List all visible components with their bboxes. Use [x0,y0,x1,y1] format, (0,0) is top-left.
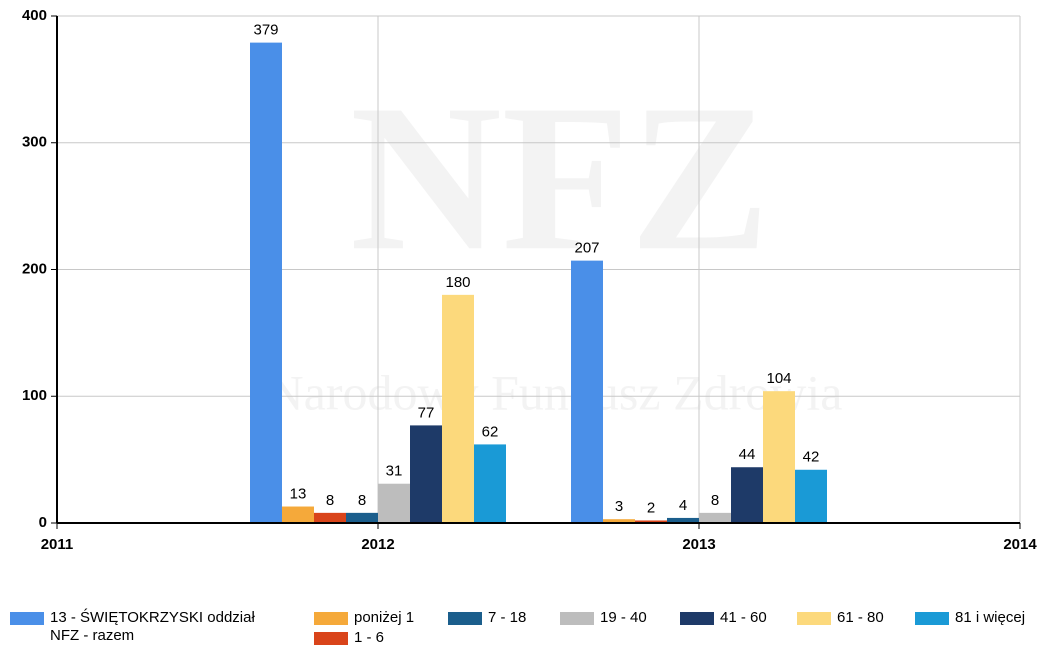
data-label: 2 [647,499,655,516]
bar [667,517,699,523]
x-tick-label: 2011 [41,536,74,553]
bar [442,294,474,523]
data-label: 104 [766,370,791,387]
data-label: 42 [803,449,820,466]
data-label: 13 [290,485,307,502]
data-label: 3 [615,498,623,515]
data-label: 8 [326,492,334,509]
data-label: 8 [711,492,719,509]
y-tick-label: 300 [22,134,47,151]
legend-label: 41 - 60 [720,609,767,626]
data-label: 4 [679,497,687,514]
bar [378,483,410,523]
legend-swatch [314,632,348,645]
bar [635,520,667,523]
y-tick-label: 400 [22,7,47,24]
bar [346,512,378,523]
bar [603,519,635,523]
legend-label: 7 - 18 [488,609,527,626]
watermark-text: Narodowy Fundusz Zdrowia [268,364,843,420]
legend-swatch [314,612,348,625]
legend-label: 19 - 40 [600,609,647,626]
y-tick-label: 0 [39,514,47,531]
watermark-logo: NFZ [350,62,770,294]
legend-label: poniżej 1 [354,609,415,626]
legend-swatch [560,612,594,625]
x-tick-label: 2014 [1003,536,1037,553]
data-label: 8 [358,492,366,509]
legend-swatch [915,612,949,625]
bar [795,469,827,523]
bar [282,506,314,523]
bar [731,467,763,523]
bar [410,425,442,523]
bar [571,260,603,523]
legend-swatch [448,612,482,625]
data-label: 77 [418,404,435,421]
y-tick-label: 100 [22,387,47,404]
bar [763,391,795,523]
legend-swatch [10,612,44,625]
data-label: 31 [386,463,403,480]
data-label: 379 [253,22,278,39]
legend-label: 13 - ŚWIĘTOKRZYSKI oddział NFZ - razem [50,609,255,644]
legend-swatch [680,612,714,625]
legend-label: 61 - 80 [837,609,884,626]
data-label: 180 [445,274,470,291]
y-tick-label: 200 [22,260,47,277]
bar [314,512,346,523]
legend-swatch [797,612,831,625]
legend-label: 81 i więcej [955,609,1026,626]
data-label: 207 [574,240,599,257]
bar [250,42,282,524]
bar [474,444,506,523]
data-label: 44 [739,446,756,463]
x-tick-label: 2013 [682,536,715,553]
legend-label: 1 - 6 [354,629,385,646]
data-label: 62 [482,423,499,440]
x-tick-label: 2012 [361,536,394,553]
bar [699,512,731,523]
